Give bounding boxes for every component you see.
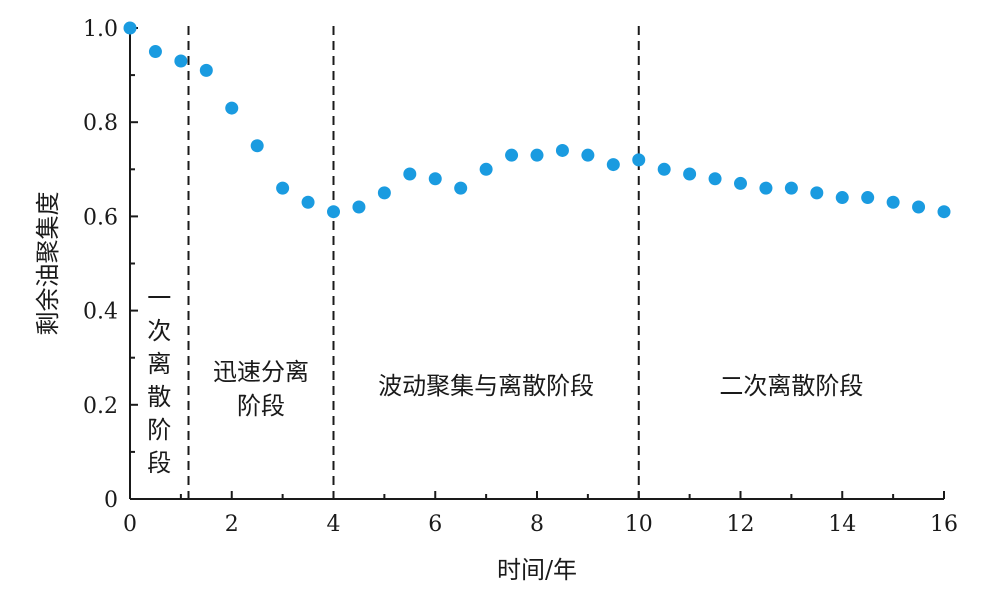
data-point: [759, 181, 773, 195]
data-point: [428, 172, 442, 186]
y-tick-label: 1.0: [83, 17, 118, 42]
phase-label-fluctuation: 波动聚集与离散阶段: [378, 372, 594, 400]
phase-label-rapid-separation-line2: 阶段: [237, 392, 285, 420]
phase-label-rapid-separation-line1: 迅速分离: [213, 358, 309, 386]
x-tick-label: 12: [727, 512, 755, 537]
phase-dividers: [187, 26, 640, 499]
data-point: [937, 205, 951, 219]
data-point: [479, 162, 493, 176]
data-point: [148, 45, 162, 59]
x-ticks: 0 2 4 6 8 10 12 14 16: [123, 491, 958, 537]
x-tick-label: 8: [530, 512, 544, 537]
y-tick-label: 0: [104, 488, 118, 513]
data-point: [708, 172, 722, 186]
data-point: [225, 101, 239, 115]
x-tick-label: 4: [327, 512, 341, 537]
axes: [129, 26, 944, 500]
data-point: [327, 205, 340, 219]
data-point: [123, 21, 137, 35]
data-point: [657, 162, 671, 176]
data-point: [555, 143, 569, 157]
data-point: [352, 200, 366, 214]
y-ticks: 0 0.2 0.4 0.6 0.8 1.0: [83, 17, 138, 513]
y-tick-label: 0.8: [83, 111, 118, 136]
data-point: [886, 195, 900, 209]
data-point: [861, 191, 875, 205]
data-point: [835, 191, 849, 205]
data-point: [734, 176, 747, 190]
x-tick-label: 14: [828, 512, 856, 537]
data-point: [912, 200, 926, 214]
data-point: [581, 148, 595, 162]
data-point: [276, 181, 290, 195]
y-axis-title: 剩余油聚集度: [34, 192, 62, 336]
data-point: [810, 186, 824, 200]
data-point: [250, 139, 264, 153]
x-tick-label: 0: [123, 512, 137, 537]
y-tick-label: 0.4: [83, 300, 118, 325]
data-point: [403, 167, 417, 181]
data-point: [505, 148, 519, 162]
data-point: [784, 181, 798, 195]
x-tick-label: 6: [428, 512, 442, 537]
data-point: [377, 186, 391, 200]
data-point: [530, 148, 544, 162]
data-point: [301, 195, 315, 209]
data-point: [632, 153, 646, 167]
x-tick-label: 10: [625, 512, 653, 537]
data-point: [174, 54, 188, 68]
data-point: [454, 181, 468, 195]
data-points: [123, 21, 951, 219]
x-axis-title: 时间/年: [497, 556, 577, 584]
y-tick-label: 0.2: [83, 394, 118, 419]
data-point: [606, 158, 620, 172]
phase-label-first-dispersion: 一次离散阶段: [147, 284, 171, 477]
data-point: [683, 167, 697, 181]
x-tick-label: 2: [225, 512, 239, 537]
y-tick-label: 0.6: [83, 205, 118, 230]
x-tick-label: 16: [930, 512, 958, 537]
phase-label-second-dispersion: 二次离散阶段: [719, 372, 863, 400]
data-point: [199, 63, 213, 77]
